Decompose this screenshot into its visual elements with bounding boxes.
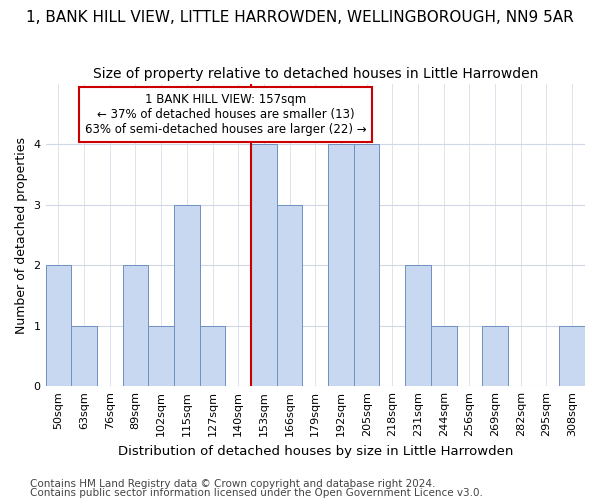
Bar	[328, 144, 354, 386]
Bar	[482, 326, 508, 386]
X-axis label: Distribution of detached houses by size in Little Harrowden: Distribution of detached houses by size …	[118, 444, 513, 458]
Bar	[200, 326, 226, 386]
Bar	[71, 326, 97, 386]
Bar	[148, 326, 174, 386]
Text: Contains HM Land Registry data © Crown copyright and database right 2024.: Contains HM Land Registry data © Crown c…	[30, 479, 436, 489]
Bar	[405, 266, 431, 386]
Text: 1 BANK HILL VIEW: 157sqm
← 37% of detached houses are smaller (13)
63% of semi-d: 1 BANK HILL VIEW: 157sqm ← 37% of detach…	[85, 93, 366, 136]
Title: Size of property relative to detached houses in Little Harrowden: Size of property relative to detached ho…	[92, 68, 538, 82]
Text: Contains public sector information licensed under the Open Government Licence v3: Contains public sector information licen…	[30, 488, 483, 498]
Text: 1, BANK HILL VIEW, LITTLE HARROWDEN, WELLINGBOROUGH, NN9 5AR: 1, BANK HILL VIEW, LITTLE HARROWDEN, WEL…	[26, 10, 574, 25]
Bar	[122, 266, 148, 386]
Bar	[251, 144, 277, 386]
Bar	[174, 205, 200, 386]
Bar	[354, 144, 379, 386]
Y-axis label: Number of detached properties: Number of detached properties	[15, 136, 28, 334]
Bar	[277, 205, 302, 386]
Bar	[46, 266, 71, 386]
Bar	[431, 326, 457, 386]
Bar	[559, 326, 585, 386]
